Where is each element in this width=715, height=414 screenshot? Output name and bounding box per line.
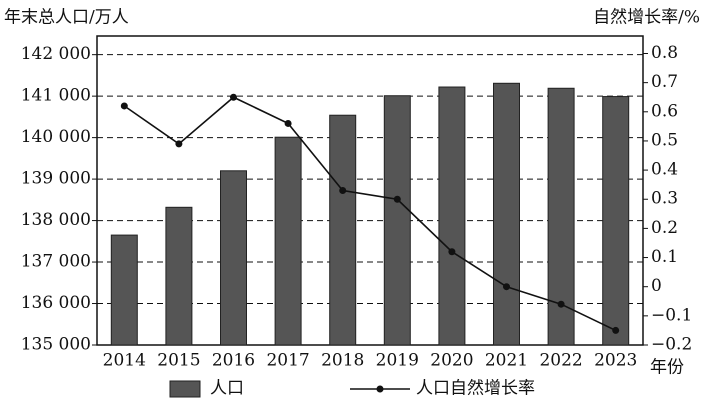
y-tick-label: 135 000	[21, 335, 91, 355]
line	[123, 96, 617, 332]
line-point	[175, 140, 183, 148]
y2-tick-label: −0.1	[651, 305, 692, 325]
y2-tick-label: 0	[651, 276, 662, 296]
y-tick-label: 136 000	[21, 293, 91, 313]
legend-swatch-point	[376, 385, 384, 393]
line-point	[393, 195, 401, 203]
y2-tick-label: 0.5	[651, 130, 678, 150]
bar	[493, 82, 520, 346]
x-tick-label: 2016	[212, 351, 255, 371]
y2-tick-label: 0.6	[651, 101, 678, 121]
x-tick-label: 2015	[157, 351, 200, 371]
y2-tick-label: 0.1	[651, 247, 678, 267]
bar	[602, 96, 630, 346]
y2-tick-label: 0.3	[651, 189, 678, 209]
bar	[220, 170, 247, 346]
bar	[383, 95, 411, 346]
line-point	[284, 119, 292, 127]
legend-label: 人口	[210, 379, 244, 399]
x-tick-label: 2023	[594, 351, 637, 371]
x-tick-label: 2020	[430, 351, 473, 371]
y-tick-label: 140 000	[21, 127, 91, 147]
plot-frame	[96, 35, 644, 346]
x-tick-label: 2019	[376, 351, 419, 371]
x-tick-label: 2014	[103, 351, 146, 371]
bar	[438, 86, 466, 346]
line-point	[448, 248, 456, 256]
legend-swatch	[169, 380, 201, 398]
line-point	[339, 187, 347, 194]
y2-tick-label: −0.2	[651, 335, 692, 355]
y-tick-label: 142 000	[21, 44, 91, 64]
y2-tick-label: 0.2	[651, 218, 678, 238]
bar	[110, 234, 138, 346]
x-tick-label: 2017	[266, 351, 309, 371]
legend-label: 人口自然增长率	[416, 379, 535, 399]
x-tick-label: 2021	[485, 351, 528, 371]
x-tick-label: 2022	[539, 351, 582, 371]
bar	[274, 136, 302, 346]
y2-tick-label: 0.4	[651, 160, 678, 180]
y-tick-label: 139 000	[21, 169, 91, 189]
x-tick-label: 2018	[321, 351, 364, 371]
y-tick-label: 137 000	[21, 252, 91, 272]
bar	[329, 114, 357, 346]
line-point	[230, 93, 237, 101]
line-point	[612, 326, 620, 334]
y2-tick-label: 0.7	[651, 72, 678, 92]
line-point	[503, 283, 510, 291]
y-axis-label: 年末总人口/万人	[4, 8, 129, 28]
y-tick-label: 141 000	[21, 86, 91, 106]
bar	[165, 206, 193, 346]
y2-tick-label: 0.8	[651, 43, 678, 63]
x-axis-label: 年份	[650, 358, 684, 378]
line-point	[120, 102, 128, 110]
y-tick-label: 138 000	[21, 210, 91, 230]
line-point	[557, 300, 565, 308]
y2-axis-label: 自然增长率/%	[593, 8, 700, 28]
